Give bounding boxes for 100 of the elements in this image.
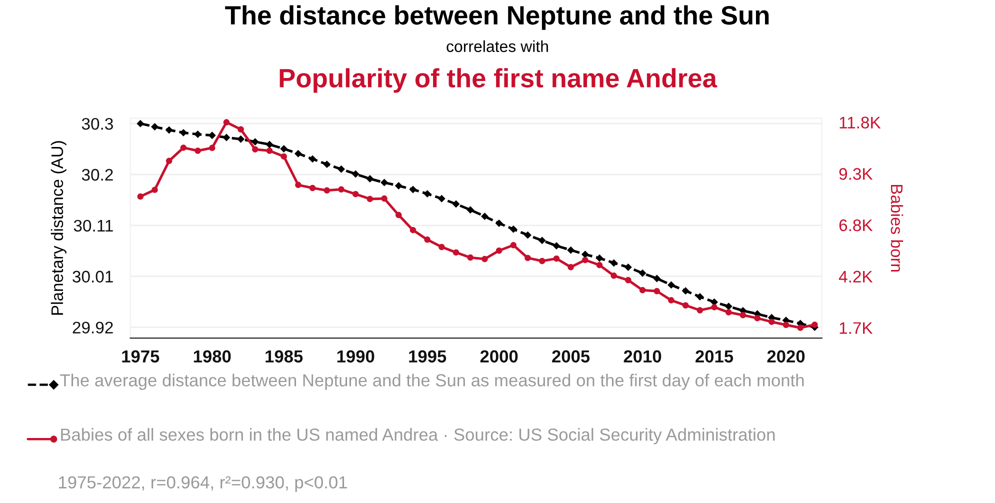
point — [482, 256, 488, 262]
point — [452, 249, 460, 256]
point — [424, 190, 432, 198]
y-tick-label: 30.2 — [82, 168, 113, 181]
point — [596, 262, 603, 268]
point — [696, 307, 704, 314]
y-tick-label: 30.11 — [74, 220, 113, 232]
x-tick-label: 2015 — [696, 350, 734, 363]
point — [495, 220, 503, 228]
x-tick-label: 2005 — [552, 350, 590, 363]
point — [567, 246, 575, 254]
point — [308, 155, 316, 163]
point — [238, 126, 244, 133]
point — [410, 226, 416, 234]
point — [266, 140, 274, 148]
point — [409, 186, 417, 194]
y-tick-label: 30.3 — [82, 118, 113, 130]
point — [696, 293, 704, 300]
point — [452, 200, 460, 208]
point — [438, 244, 445, 250]
point — [280, 153, 287, 160]
point — [582, 256, 588, 264]
point — [166, 158, 172, 164]
point — [194, 148, 201, 154]
point — [208, 132, 216, 140]
point — [538, 258, 546, 264]
y-tick-label: 29.92 — [72, 322, 113, 334]
x-tick-label: 1975 — [122, 350, 160, 363]
point — [754, 315, 760, 322]
point — [252, 146, 258, 152]
point — [352, 190, 359, 198]
point — [725, 309, 732, 316]
point — [152, 186, 158, 193]
point — [237, 135, 245, 143]
point — [151, 123, 158, 131]
point — [682, 287, 690, 295]
point — [568, 264, 574, 270]
point — [338, 186, 344, 193]
point — [724, 302, 732, 310]
point — [338, 165, 345, 173]
point — [668, 297, 674, 304]
point — [782, 322, 790, 328]
chart-subtitle: correlates with — [446, 40, 548, 52]
point — [610, 272, 617, 279]
text: 1975-2022, r=0.964, r²=0.930, p<0.01 — [59, 476, 347, 492]
point — [222, 134, 230, 142]
point — [466, 206, 474, 214]
x-tick-label: 1990 — [337, 350, 374, 363]
point — [639, 286, 646, 294]
point — [323, 160, 331, 168]
point — [653, 274, 661, 282]
point — [768, 318, 775, 325]
y-tick-label: 30.01 — [72, 270, 113, 283]
point — [180, 128, 188, 136]
point — [266, 148, 273, 154]
chart-title: The distance between Neptune and the Sun — [225, 5, 769, 30]
point — [524, 254, 531, 262]
point — [294, 150, 302, 158]
point — [596, 254, 604, 262]
point — [812, 322, 818, 328]
point — [309, 184, 316, 192]
point — [552, 242, 560, 250]
point — [467, 254, 474, 261]
point — [624, 264, 632, 271]
point — [740, 312, 746, 318]
point — [366, 175, 374, 183]
text: Popularity of the first name Andrea — [280, 68, 718, 93]
y2-axis-title: Babies born — [890, 185, 904, 272]
x-tick-label: 2010 — [624, 350, 662, 363]
y-axis-title: Planetary distance (AU) — [50, 141, 66, 315]
point — [797, 324, 804, 331]
legend-label: Babies of all sexes born in the US named Andrea · Source: US Social Security Administration — [61, 428, 775, 444]
point — [682, 302, 689, 308]
point — [524, 231, 532, 239]
point — [510, 242, 517, 248]
y2-tick-label: 11.8K — [840, 116, 881, 128]
point — [654, 288, 660, 294]
point — [137, 193, 144, 200]
point — [366, 196, 374, 202]
point — [711, 304, 718, 310]
point — [380, 178, 388, 186]
point — [381, 195, 388, 202]
point — [538, 236, 546, 244]
x-tick-label: 2000 — [480, 350, 518, 363]
point — [280, 145, 288, 152]
legend-label: The average distance between Neptune and the Sun as measured on the first day of each month — [60, 374, 804, 390]
point — [396, 212, 402, 218]
point — [180, 144, 187, 151]
point — [424, 236, 430, 243]
x-tick-label: 2020 — [767, 350, 805, 363]
point — [496, 248, 502, 254]
y2-tick-label: 6.8K — [839, 219, 873, 232]
point — [352, 170, 360, 178]
point — [223, 119, 230, 126]
y2-tick-label: 1.7K — [840, 322, 873, 334]
point — [438, 194, 446, 202]
y2-tick-label: 9.3K — [839, 168, 873, 180]
point — [510, 225, 518, 233]
y2-tick-label: 4.2K — [838, 270, 873, 282]
point — [610, 259, 618, 267]
